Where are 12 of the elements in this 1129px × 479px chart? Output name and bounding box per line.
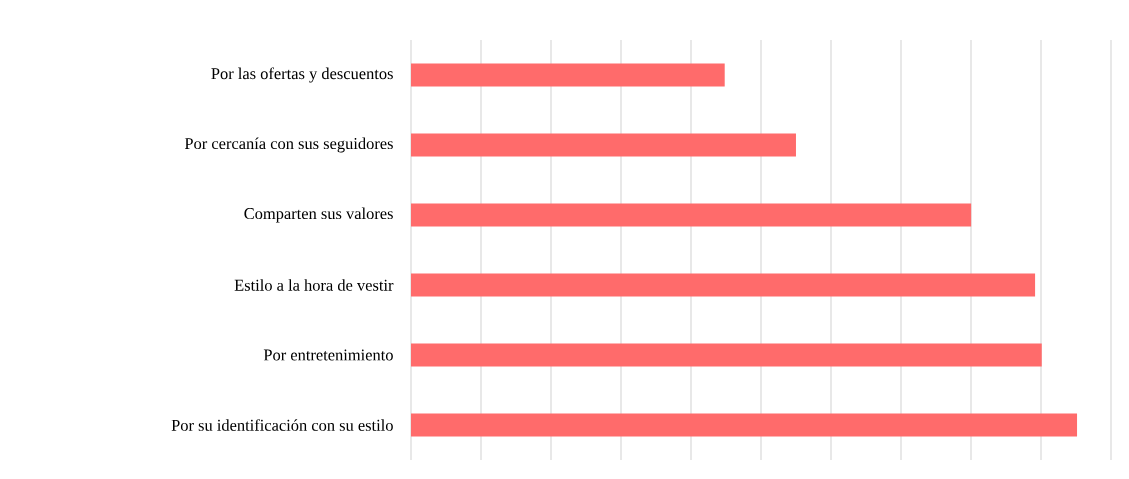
bar — [411, 63, 725, 87]
bar — [411, 343, 1042, 367]
y-tick-label: Por cercanía con sus seguidores — [184, 137, 393, 153]
y-tick-label: Comparten sus valores — [244, 207, 393, 223]
bar — [411, 203, 972, 227]
y-tick-label: Por las ofertas y descuentos — [211, 67, 393, 83]
y-tick-label: Por su identificación con su estilo — [171, 419, 393, 431]
bar — [411, 413, 1078, 437]
bar — [411, 133, 796, 157]
y-tick-label: Por entretenimiento — [263, 349, 393, 361]
bar — [411, 273, 1036, 297]
y-tick-label: Estilo a la hora de vestir — [234, 279, 394, 291]
